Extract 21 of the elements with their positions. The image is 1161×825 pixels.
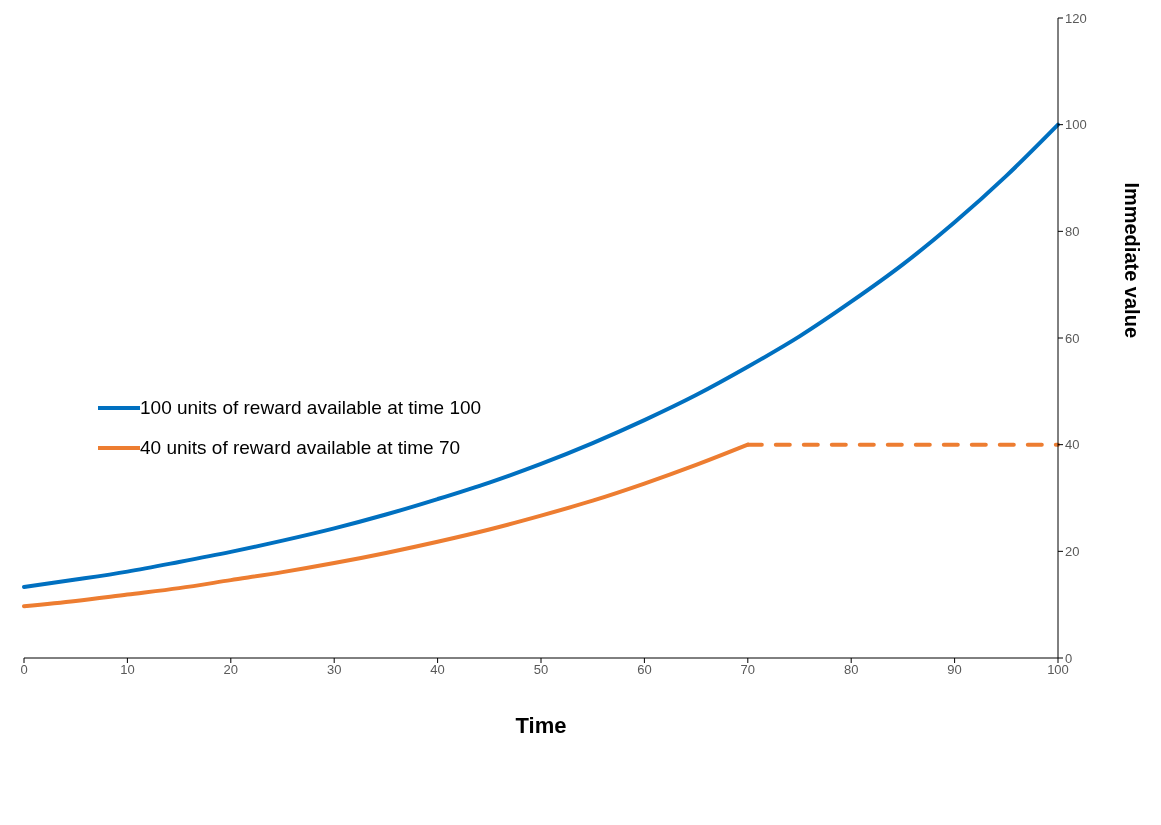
y-tick-label: 20: [1065, 543, 1080, 559]
legend-label: 40 units of reward available at time 70: [140, 437, 461, 459]
x-tick-label: 40: [430, 662, 445, 678]
x-tick-label: 90: [947, 662, 962, 678]
x-tick-label: 60: [637, 662, 652, 678]
x-tick-label: 0: [20, 662, 28, 678]
y-tick-label: 120: [1065, 10, 1087, 26]
x-tick-label: 70: [740, 662, 756, 678]
y-tick-label: 60: [1065, 330, 1080, 346]
x-tick-label: 10: [120, 662, 135, 678]
y-tick-label: 80: [1065, 223, 1080, 239]
y-tick-label: 100: [1065, 117, 1087, 133]
x-tick-label: 50: [533, 662, 549, 678]
x-tick-label: 80: [843, 662, 859, 678]
line-series: [22, 122, 1060, 590]
y-tick-label: 40: [1065, 437, 1080, 453]
y-axis-title: Immediate value: [1120, 182, 1143, 338]
x-tick-label: 20: [223, 662, 239, 678]
legend-label: 100 units of reward available at time 100: [140, 397, 482, 419]
x-axis-title: Time: [515, 713, 567, 738]
x-tick-label: 30: [326, 662, 342, 678]
